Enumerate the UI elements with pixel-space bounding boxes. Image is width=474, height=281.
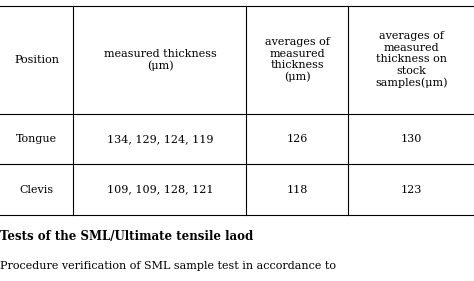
Text: 126: 126 <box>287 134 308 144</box>
Text: 130: 130 <box>401 134 422 144</box>
Text: averages of
measured
thickness on
stock
samples(μm): averages of measured thickness on stock … <box>375 31 447 88</box>
Text: 134, 129, 124, 119: 134, 129, 124, 119 <box>107 134 213 144</box>
Text: 123: 123 <box>401 185 422 195</box>
Text: 118: 118 <box>287 185 308 195</box>
Text: Position: Position <box>14 55 59 65</box>
Text: Tongue: Tongue <box>16 134 57 144</box>
Text: measured thickness
(μm): measured thickness (μm) <box>104 49 216 71</box>
Text: Procedure verification of SML sample test in accordance to: Procedure verification of SML sample tes… <box>0 261 336 271</box>
Text: Clevis: Clevis <box>20 185 54 195</box>
Text: Tests of the SML/Ultimate tensile laod: Tests of the SML/Ultimate tensile laod <box>0 230 253 243</box>
Text: 109, 109, 128, 121: 109, 109, 128, 121 <box>107 185 213 195</box>
Text: averages of
measured
thickness
(μm): averages of measured thickness (μm) <box>265 37 330 82</box>
